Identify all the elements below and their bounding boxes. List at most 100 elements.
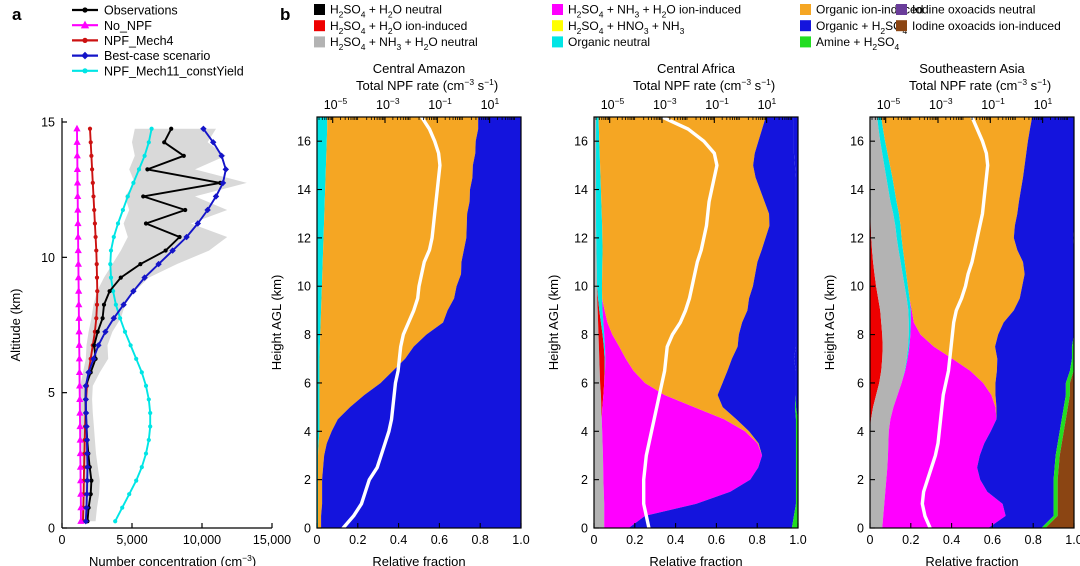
series-no-npf xyxy=(73,124,85,524)
data-point xyxy=(102,328,109,335)
data-point xyxy=(75,354,83,362)
subplot-areas xyxy=(870,117,1074,528)
panel-a-ylabel: Altitude (km) xyxy=(8,289,23,362)
data-point xyxy=(83,490,91,498)
x-tick-label: 5,000 xyxy=(116,533,147,547)
legend-label: H2SO4 + H2O neutral xyxy=(330,3,442,20)
top-tick-label: 10−3 xyxy=(929,96,953,112)
data-point xyxy=(194,220,201,227)
y-tick-label: 14 xyxy=(297,183,311,197)
data-point xyxy=(83,504,90,511)
data-point xyxy=(82,396,89,403)
y-tick-label: 2 xyxy=(581,473,588,487)
data-point xyxy=(77,490,85,497)
legend-label: H2SO4 + NH3 + H2O neutral xyxy=(330,35,478,52)
y-tick-label: 10 xyxy=(297,280,311,294)
data-point xyxy=(84,463,91,471)
subplot-top-axis-title: Total NPF rate (cm−3 s−1) xyxy=(909,77,1051,93)
data-point xyxy=(134,478,139,483)
area-organic-h2so4 xyxy=(321,117,521,528)
area-h2so4-nh3-h2o-neutral xyxy=(870,117,909,528)
data-point xyxy=(89,478,94,483)
x-tick-label: 1.0 xyxy=(1065,533,1080,547)
data-point xyxy=(219,179,227,187)
subplot-xlabel: Relative fraction xyxy=(372,554,465,566)
y-tick-label: 6 xyxy=(857,376,864,390)
data-point xyxy=(76,436,84,443)
y-tick-label: 0 xyxy=(857,522,864,536)
data-point xyxy=(82,409,90,417)
data-point xyxy=(218,152,225,160)
legend-label: Observations xyxy=(104,4,178,18)
x-tick-label: 0.6 xyxy=(984,533,1001,547)
top-tick-label: 10−1 xyxy=(981,96,1005,112)
area-h2so4-h2o-ion-induced xyxy=(870,117,883,528)
top-tick-label: 10−5 xyxy=(877,96,901,112)
data-point xyxy=(136,167,142,172)
subplot-areas xyxy=(317,117,521,528)
subplot-southeastern-asia-fractions: 0 0.2 0.4 0.6 0.8 1.0 0 2 4 6 8 10 12 14 16 10−5 10−3 10−… xyxy=(822,61,1080,566)
top-tick-label: 101 xyxy=(758,96,777,112)
series-line xyxy=(76,128,82,522)
data-point xyxy=(128,343,133,348)
legend-item-no-npf: No_NPF xyxy=(72,19,152,33)
data-point xyxy=(83,423,90,430)
data-point xyxy=(163,248,168,253)
y-tick-label: 4 xyxy=(857,425,864,439)
y-tick-label: 2 xyxy=(304,473,311,487)
x-tick-label: 0.8 xyxy=(749,533,766,547)
data-point xyxy=(93,234,98,240)
y-tick-label: 0 xyxy=(304,522,311,536)
legend-label: Amine + H2SO4 xyxy=(816,35,899,52)
y-tick-label: 12 xyxy=(574,231,588,245)
legend-label: H2SO4 + NH3 + H2O ion-induced xyxy=(568,3,741,20)
subplot-top-axis-title: Total NPF rate (cm−3 s−1) xyxy=(633,77,775,93)
data-point xyxy=(90,167,95,172)
data-point xyxy=(89,153,94,158)
panel-b-letter: b xyxy=(280,5,290,24)
data-point xyxy=(82,382,89,390)
data-point xyxy=(120,301,127,308)
data-point xyxy=(120,505,125,510)
data-point xyxy=(75,327,83,335)
data-point xyxy=(169,247,176,254)
data-point xyxy=(111,289,116,294)
area-organic-neutral xyxy=(877,117,911,528)
legend-item-h2so4-h2o-neutral: H2SO4 + H2O neutral xyxy=(314,3,442,20)
data-point xyxy=(75,287,83,294)
data-point xyxy=(75,341,83,348)
data-point xyxy=(130,287,137,295)
x-tick-label: 0.2 xyxy=(902,533,919,547)
data-point xyxy=(76,449,84,457)
subplot-title: Central Africa xyxy=(657,61,736,76)
data-point xyxy=(81,51,89,60)
subplot-areas xyxy=(594,117,798,528)
series-npf-mech11-constyield xyxy=(108,126,154,524)
top-tick-label: 101 xyxy=(1034,96,1053,112)
x-tick-label: 15,000 xyxy=(253,533,291,547)
x-tick-label: 0.6 xyxy=(708,533,725,547)
data-point xyxy=(142,153,147,158)
data-point xyxy=(122,329,128,334)
data-point xyxy=(108,248,114,253)
data-point xyxy=(125,194,130,199)
legend-label: H2SO4 + HNO3 + NH3 xyxy=(568,19,685,36)
data-point xyxy=(138,262,143,267)
legend-item-npf-mech4: NPF_Mech4 xyxy=(72,34,174,48)
legend-item-amine-h2so4: Amine + H2SO4 xyxy=(800,35,899,52)
data-point xyxy=(113,302,118,307)
legend-swatch xyxy=(314,20,325,32)
data-point xyxy=(200,125,207,132)
data-point xyxy=(177,234,182,240)
data-point xyxy=(92,343,97,348)
data-point xyxy=(143,383,149,388)
npf-rate-line xyxy=(341,117,442,528)
y-tick-label: 16 xyxy=(574,135,588,149)
y-tick-label: 14 xyxy=(850,183,864,197)
data-point xyxy=(145,167,150,172)
data-point xyxy=(146,397,151,402)
data-point xyxy=(101,302,107,307)
y-tick-label: 6 xyxy=(581,376,588,390)
subplot-ylabel: Height AGL (km) xyxy=(822,275,837,371)
